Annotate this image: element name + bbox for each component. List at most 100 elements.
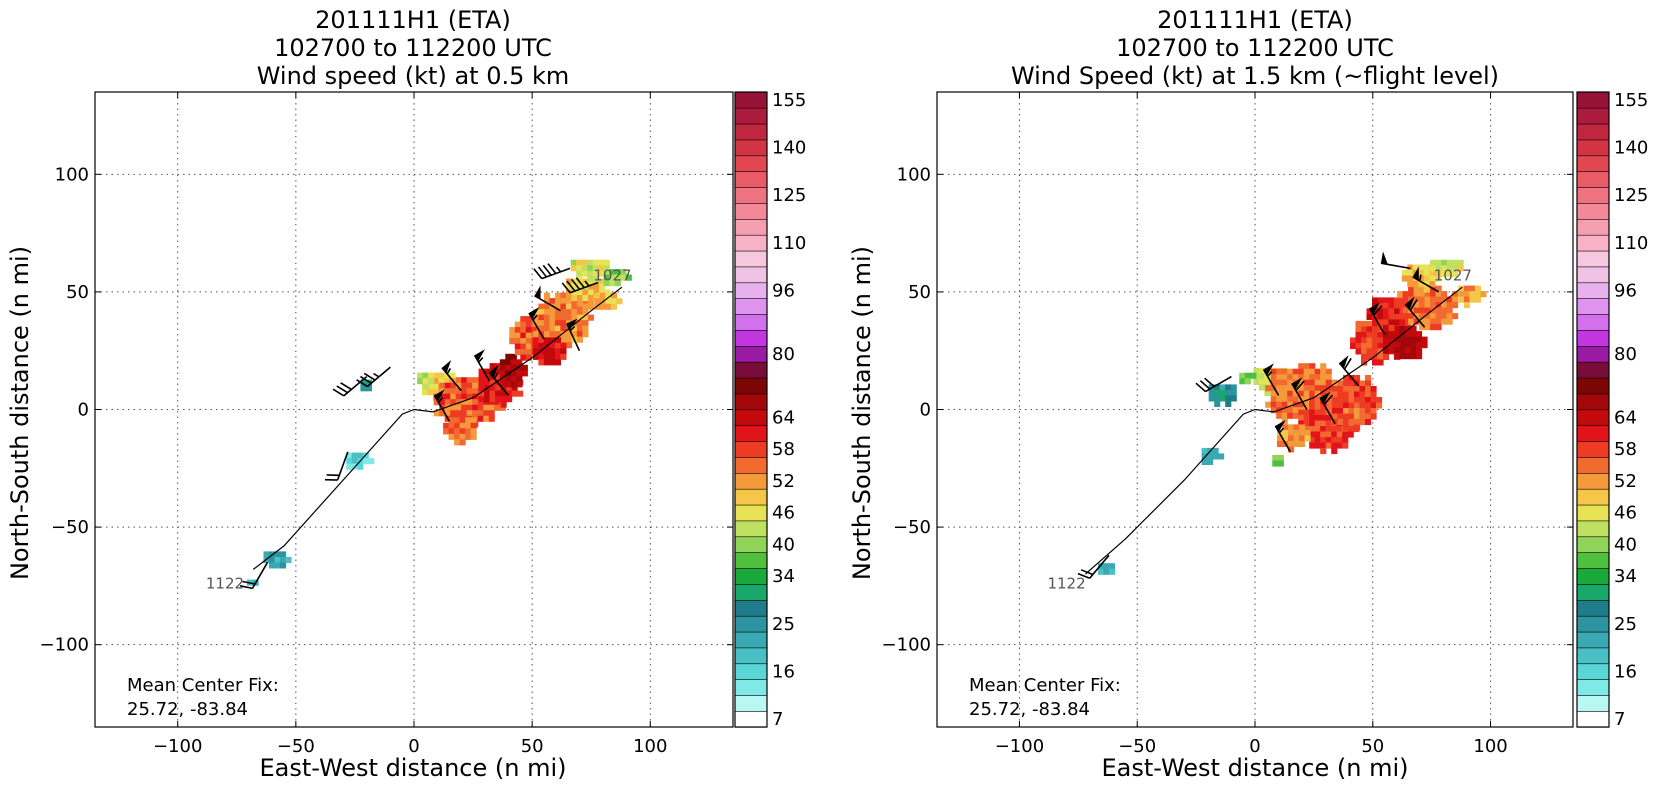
wind-cell bbox=[1207, 453, 1214, 460]
wind-cell bbox=[1303, 379, 1310, 386]
wind-cell bbox=[1314, 442, 1321, 449]
wind-cell bbox=[1303, 374, 1310, 381]
wind-cell bbox=[1452, 313, 1459, 320]
wind-cell bbox=[1314, 437, 1321, 444]
wind-cell bbox=[1325, 442, 1332, 449]
y-tick-label: −50 bbox=[893, 517, 931, 538]
wind-cell bbox=[484, 390, 491, 397]
colorbar-bin bbox=[734, 663, 768, 680]
wind-cell bbox=[505, 381, 512, 388]
wind-cell bbox=[422, 372, 429, 379]
wind-cell bbox=[1230, 384, 1237, 391]
wind-cell bbox=[1342, 431, 1349, 438]
wind-cell bbox=[1293, 429, 1300, 436]
wind-cell bbox=[543, 303, 550, 310]
wind-cell bbox=[1430, 324, 1437, 331]
wind-cell bbox=[1337, 402, 1344, 409]
wind-cell bbox=[593, 289, 600, 296]
wind-cell bbox=[1314, 368, 1321, 375]
wind-barb bbox=[239, 561, 269, 590]
wind-cell bbox=[525, 316, 532, 323]
wind-barb bbox=[473, 349, 491, 382]
y-axis-label: North-South distance (n mi) bbox=[6, 246, 34, 580]
wind-cell bbox=[1388, 331, 1395, 338]
wind-cell bbox=[1304, 435, 1311, 442]
wind-cell bbox=[603, 269, 610, 276]
wind-cell bbox=[576, 336, 583, 343]
wind-cell bbox=[510, 370, 517, 377]
wind-cell bbox=[1287, 385, 1294, 392]
colorbar-tick-label: 40 bbox=[772, 534, 795, 555]
wind-cell bbox=[554, 348, 561, 355]
colorbar-bin bbox=[734, 123, 768, 141]
wind-cell bbox=[1366, 331, 1373, 338]
wind-cell bbox=[614, 274, 621, 281]
wind-cell bbox=[477, 410, 484, 417]
wind-cell bbox=[1270, 368, 1277, 375]
wind-cell bbox=[521, 370, 528, 377]
wind-cell bbox=[1230, 395, 1237, 402]
wind-cell bbox=[1320, 390, 1327, 397]
wind-cell bbox=[1424, 318, 1431, 325]
wind-cell bbox=[1377, 337, 1384, 344]
colorbar-bin bbox=[1576, 679, 1610, 696]
wind-cell bbox=[538, 309, 545, 316]
wind-cell bbox=[461, 404, 468, 411]
wind-cell bbox=[1429, 275, 1436, 282]
colorbar-bin bbox=[1576, 583, 1610, 601]
colorbar-tick-label: 16 bbox=[1614, 661, 1637, 682]
wind-cell bbox=[506, 385, 513, 392]
wind-cell bbox=[1365, 386, 1372, 393]
wind-cell bbox=[1365, 419, 1372, 426]
wind-cell bbox=[554, 342, 561, 349]
wind-cluster bbox=[263, 551, 292, 569]
wind-cell bbox=[1103, 563, 1110, 570]
wind-cell bbox=[1287, 401, 1294, 408]
wind-cell bbox=[499, 364, 506, 371]
wind-cell bbox=[1331, 448, 1338, 455]
wind-cell bbox=[511, 385, 518, 392]
wind-cell bbox=[1452, 270, 1459, 277]
wind-cell bbox=[560, 309, 567, 316]
wind-cell bbox=[1354, 419, 1361, 426]
wind-cell bbox=[1410, 347, 1417, 354]
wind-cell bbox=[461, 410, 468, 417]
wind-cell bbox=[560, 314, 567, 321]
wind-cell bbox=[499, 404, 506, 411]
wind-cell bbox=[351, 458, 358, 465]
wind-cell bbox=[1401, 275, 1408, 282]
wind-cell bbox=[538, 342, 545, 349]
wind-cell bbox=[1435, 313, 1442, 320]
wind-cell bbox=[470, 433, 477, 440]
wind-cell bbox=[461, 382, 468, 389]
wind-cell bbox=[1423, 264, 1430, 271]
wind-cell bbox=[472, 388, 479, 395]
wind-cell bbox=[538, 325, 545, 332]
wind-cell bbox=[1372, 353, 1379, 360]
wind-cell bbox=[1463, 291, 1470, 298]
wind-cell bbox=[605, 298, 612, 305]
colorbar-bin bbox=[1576, 472, 1610, 490]
wind-cell bbox=[1408, 285, 1415, 292]
wind-cell bbox=[1337, 419, 1344, 426]
colorbar-bin bbox=[734, 679, 768, 696]
wind-cell bbox=[1401, 270, 1408, 277]
wind-cell bbox=[1293, 424, 1300, 431]
colorbar-bin bbox=[1576, 520, 1610, 538]
wind-cell bbox=[592, 270, 599, 277]
wind-cell bbox=[1288, 435, 1295, 442]
wind-cell bbox=[1405, 347, 1412, 354]
wind-cell bbox=[576, 331, 583, 338]
wind-cell bbox=[1407, 281, 1414, 288]
wind-cell bbox=[1298, 385, 1305, 392]
wind-cluster bbox=[1430, 259, 1464, 277]
wind-cell bbox=[520, 338, 527, 345]
wind-cell bbox=[543, 314, 550, 321]
wind-cell bbox=[1332, 391, 1339, 398]
wind-cell bbox=[1214, 384, 1221, 391]
wind-cluster bbox=[1383, 325, 1428, 360]
wind-cell bbox=[1309, 379, 1316, 386]
wind-cell bbox=[566, 278, 573, 285]
wind-cell bbox=[1320, 437, 1327, 444]
wind-cell bbox=[1361, 348, 1368, 355]
